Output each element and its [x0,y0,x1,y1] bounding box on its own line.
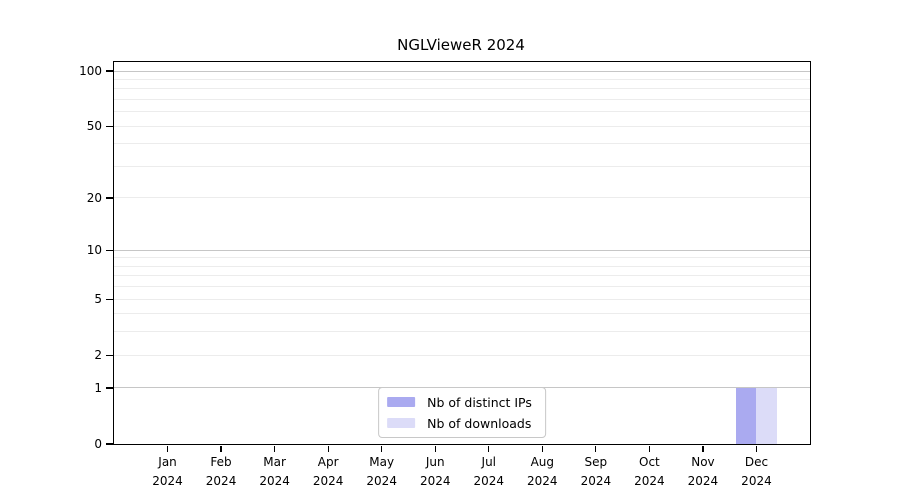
y-axis-tick-label: 5 [94,292,102,307]
legend-label: Nb of downloads [427,415,532,431]
legend: Nb of distinct IPs Nb of downloads [378,387,546,438]
x-axis-tick [488,445,490,452]
y-axis-tick [106,197,113,199]
gridline-minor [114,354,810,356]
x-axis-tick [220,445,222,452]
bar-nb-of-downloads-dec [756,388,777,444]
x-axis-tick-label: Apr 2024 [312,455,344,488]
y-axis-tick [106,354,113,356]
x-axis-tick-label: Nov 2024 [687,455,719,488]
gridline-minor [114,275,810,277]
y-axis-tick [106,387,113,389]
x-axis-tick [541,445,543,452]
x-axis-tick-label: Jul 2024 [473,455,505,488]
y-axis-tick [106,443,113,445]
x-axis-tick [381,445,383,452]
gridline-minor [114,99,810,101]
y-axis-tick-label: 10 [86,243,102,258]
y-axis-tick [106,125,113,127]
x-axis-tick-label: Mar 2024 [259,455,290,488]
legend-swatch [387,397,416,407]
gridline-minor [114,125,810,127]
y-axis-tick [106,249,113,251]
legend-label: Nb of distinct IPs [427,394,532,410]
x-axis-tick-label: May 2024 [366,455,397,488]
y-axis-tick [106,70,113,72]
bar-nb-of-distinct-ips-dec [735,388,757,444]
x-axis-tick [327,445,329,452]
y-axis-tick [106,298,113,300]
x-axis-tick-label: Jan 2024 [152,455,183,488]
y-axis-tick-label: 0 [94,437,102,451]
legend-entry: Nb of distinct IPs [387,393,532,411]
y-axis-tick-label: 20 [86,190,102,205]
x-axis-tick-label: Jun 2024 [419,455,451,488]
y-axis-tick-label: 2 [94,348,102,363]
gridline-minor [114,197,810,199]
gridline-minor [114,286,810,288]
y-axis-tick-label: 1 [94,380,102,395]
x-axis-tick-label: Feb 2024 [205,455,237,488]
legend-swatch [387,418,416,428]
gridline-minor [114,331,810,333]
gridline-minor [114,313,810,315]
x-axis-tick-label: Sep 2024 [580,455,612,488]
x-axis-tick [166,445,169,452]
gridline-minor [114,111,810,113]
gridline-major [114,249,810,251]
x-axis-tick [595,445,597,452]
x-axis-tick-label: Aug 2024 [527,455,558,488]
gridline-minor [114,143,810,145]
gridline-minor [114,88,810,90]
gridline-minor [114,257,810,259]
gridline-major [114,70,810,72]
x-axis-tick [755,445,758,452]
legend-entry: Nb of downloads [387,414,532,432]
gridline-minor [114,265,810,267]
x-axis-tick [434,445,436,452]
gridline-minor [114,298,810,300]
gridline-minor [114,166,810,167]
y-axis-tick-label: 100 [79,64,102,79]
plot-area: Nb of distinct IPs Nb of downloads 0 1 2 5 10… [79,61,811,488]
x-axis-tick [273,445,276,452]
chart-title: NGLVieweR 2024 [397,36,525,54]
x-axis-tick-label: Dec 2024 [741,455,772,488]
x-axis-tick-label: Oct 2024 [634,455,665,488]
x-axis-tick [702,445,704,452]
gridline-minor [114,78,810,80]
y-axis-tick-label: 50 [86,119,102,134]
x-axis-tick [648,445,651,452]
